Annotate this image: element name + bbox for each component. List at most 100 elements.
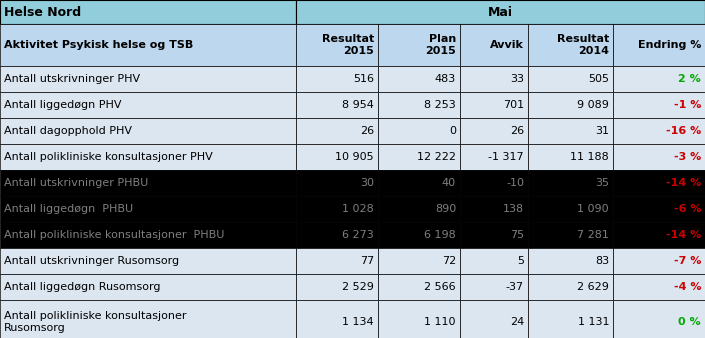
Text: Antall utskrivninger PHV: Antall utskrivninger PHV bbox=[4, 74, 140, 84]
Text: Endring %: Endring % bbox=[637, 40, 701, 50]
Text: 6 273: 6 273 bbox=[342, 230, 374, 240]
Bar bbox=[613, 144, 705, 170]
Text: -1 %: -1 % bbox=[673, 100, 701, 110]
Bar bbox=[296, 300, 378, 338]
Text: 75: 75 bbox=[510, 230, 524, 240]
Bar bbox=[0, 144, 296, 170]
Bar bbox=[296, 24, 378, 66]
Bar bbox=[378, 170, 460, 196]
Bar bbox=[296, 144, 378, 170]
Text: 77: 77 bbox=[360, 256, 374, 266]
Bar bbox=[0, 66, 296, 92]
Bar bbox=[460, 144, 528, 170]
Bar bbox=[528, 222, 613, 248]
Bar bbox=[378, 248, 460, 274]
Bar bbox=[528, 196, 613, 222]
Text: 483: 483 bbox=[435, 74, 456, 84]
Bar bbox=[528, 144, 613, 170]
Text: -37: -37 bbox=[506, 282, 524, 292]
Text: 24: 24 bbox=[510, 317, 524, 327]
Bar bbox=[460, 24, 528, 66]
Bar bbox=[0, 222, 296, 248]
Text: 0 %: 0 % bbox=[678, 317, 701, 327]
Text: 2 529: 2 529 bbox=[342, 282, 374, 292]
Text: Resultat
2014: Resultat 2014 bbox=[557, 34, 609, 56]
Text: 9 089: 9 089 bbox=[577, 100, 609, 110]
Text: Mai: Mai bbox=[488, 5, 513, 19]
Bar bbox=[613, 66, 705, 92]
Bar bbox=[296, 118, 378, 144]
Bar bbox=[0, 196, 296, 222]
Text: 12 222: 12 222 bbox=[417, 152, 456, 162]
Text: -4 %: -4 % bbox=[673, 282, 701, 292]
Bar bbox=[296, 274, 378, 300]
Text: 5: 5 bbox=[517, 256, 524, 266]
Bar bbox=[528, 170, 613, 196]
Bar bbox=[613, 92, 705, 118]
Text: 2 566: 2 566 bbox=[424, 282, 456, 292]
Bar bbox=[613, 248, 705, 274]
Text: Plan
2015: Plan 2015 bbox=[425, 34, 456, 56]
Bar bbox=[378, 196, 460, 222]
Text: -6 %: -6 % bbox=[673, 204, 701, 214]
Text: -3 %: -3 % bbox=[674, 152, 701, 162]
Bar bbox=[460, 248, 528, 274]
Text: Antall polikliniske konsultasjoner PHV: Antall polikliniske konsultasjoner PHV bbox=[4, 152, 213, 162]
Text: 1 110: 1 110 bbox=[424, 317, 456, 327]
Text: 505: 505 bbox=[588, 74, 609, 84]
Bar bbox=[460, 66, 528, 92]
Bar bbox=[0, 274, 296, 300]
Text: 35: 35 bbox=[595, 178, 609, 188]
Text: 138: 138 bbox=[503, 204, 524, 214]
Text: 26: 26 bbox=[360, 126, 374, 136]
Text: 83: 83 bbox=[595, 256, 609, 266]
Text: 31: 31 bbox=[595, 126, 609, 136]
Bar bbox=[613, 118, 705, 144]
Text: 11 188: 11 188 bbox=[570, 152, 609, 162]
Bar bbox=[528, 274, 613, 300]
Bar bbox=[460, 92, 528, 118]
Text: Antall polikliniske konsultasjoner
Rusomsorg: Antall polikliniske konsultasjoner Rusom… bbox=[4, 311, 187, 333]
Text: -1 317: -1 317 bbox=[489, 152, 524, 162]
Text: 8 253: 8 253 bbox=[424, 100, 456, 110]
Bar bbox=[0, 170, 296, 196]
Bar bbox=[613, 196, 705, 222]
Bar bbox=[0, 24, 296, 66]
Bar bbox=[460, 300, 528, 338]
Text: 26: 26 bbox=[510, 126, 524, 136]
Text: 890: 890 bbox=[435, 204, 456, 214]
Bar bbox=[460, 222, 528, 248]
Text: 30: 30 bbox=[360, 178, 374, 188]
Bar bbox=[528, 248, 613, 274]
Bar bbox=[460, 118, 528, 144]
Text: 1 131: 1 131 bbox=[577, 317, 609, 327]
Text: 2 629: 2 629 bbox=[577, 282, 609, 292]
Bar bbox=[378, 300, 460, 338]
Text: -14 %: -14 % bbox=[666, 178, 701, 188]
Text: -10: -10 bbox=[506, 178, 524, 188]
Text: 1 090: 1 090 bbox=[577, 204, 609, 214]
Text: 1 028: 1 028 bbox=[342, 204, 374, 214]
Bar bbox=[296, 248, 378, 274]
Bar bbox=[296, 196, 378, 222]
Text: Antall liggedøgn PHV: Antall liggedøgn PHV bbox=[4, 100, 121, 110]
Bar bbox=[378, 274, 460, 300]
Bar bbox=[528, 66, 613, 92]
Bar bbox=[0, 300, 296, 338]
Text: Helse Nord: Helse Nord bbox=[4, 5, 81, 19]
Bar bbox=[460, 196, 528, 222]
Text: Resultat
2015: Resultat 2015 bbox=[321, 34, 374, 56]
Text: 10 905: 10 905 bbox=[336, 152, 374, 162]
Bar bbox=[613, 274, 705, 300]
Text: -7 %: -7 % bbox=[673, 256, 701, 266]
Text: 6 198: 6 198 bbox=[424, 230, 456, 240]
Text: 8 954: 8 954 bbox=[342, 100, 374, 110]
Bar bbox=[296, 0, 705, 24]
Bar bbox=[0, 92, 296, 118]
Bar bbox=[378, 66, 460, 92]
Bar bbox=[460, 170, 528, 196]
Bar bbox=[296, 222, 378, 248]
Text: Antall liggedøgn  PHBU: Antall liggedøgn PHBU bbox=[4, 204, 133, 214]
Text: Antall dagopphold PHV: Antall dagopphold PHV bbox=[4, 126, 132, 136]
Bar bbox=[378, 118, 460, 144]
